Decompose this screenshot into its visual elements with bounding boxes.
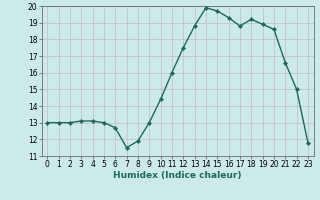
X-axis label: Humidex (Indice chaleur): Humidex (Indice chaleur): [113, 171, 242, 180]
